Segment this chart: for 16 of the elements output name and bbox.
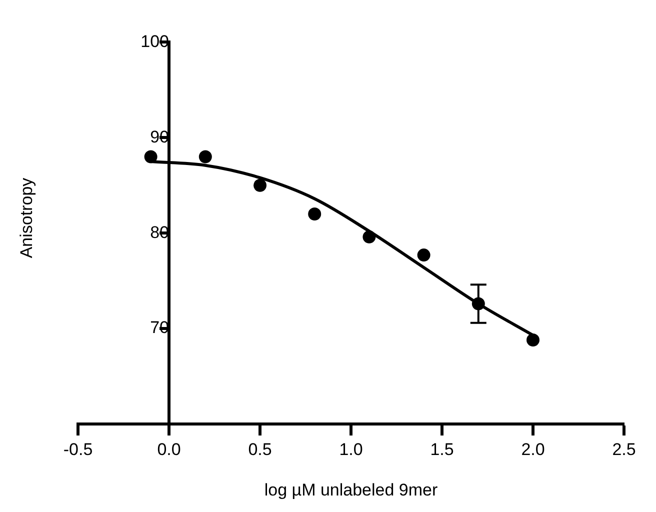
y-axis-title: Anisotropy xyxy=(17,178,37,258)
x-tick-label: 0.5 xyxy=(248,440,272,459)
x-tick-label: 1.0 xyxy=(339,440,363,459)
point xyxy=(526,334,540,347)
point xyxy=(308,208,322,221)
x-axis-title: log µM unlabeled 9mer xyxy=(264,480,438,500)
x-tick-label: -0.5 xyxy=(63,440,93,459)
point xyxy=(417,248,430,262)
x-tick-label: 2.0 xyxy=(521,440,545,459)
point xyxy=(198,150,212,164)
x-tick-label: 2.5 xyxy=(612,440,636,459)
point xyxy=(254,178,266,192)
x-tick-label: 0.0 xyxy=(157,440,181,459)
point xyxy=(144,150,158,164)
x-tick-label: 1.5 xyxy=(430,440,454,459)
point xyxy=(362,230,376,244)
